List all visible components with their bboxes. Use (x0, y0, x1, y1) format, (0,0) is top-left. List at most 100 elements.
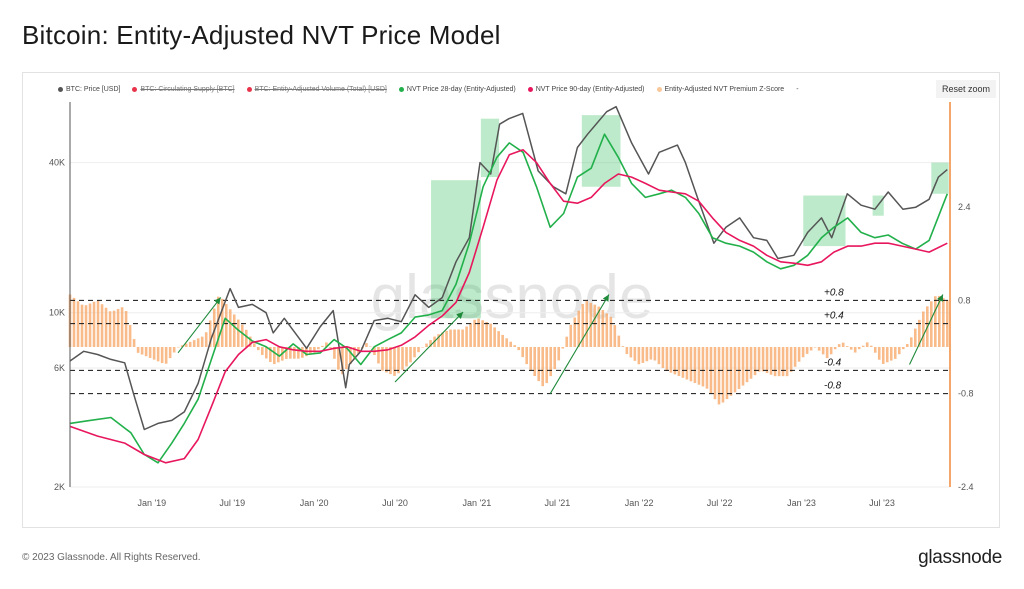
zscore-bar (841, 342, 845, 347)
zscore-bar (693, 347, 697, 384)
zscore-bar (701, 347, 705, 387)
x-tick-label: Jul '21 (544, 498, 570, 508)
zscore-bar (553, 347, 557, 370)
zscore-bar (593, 304, 597, 347)
zscore-bar (421, 347, 424, 348)
zscore-bar (301, 347, 304, 358)
zscore-bar (641, 347, 645, 363)
x-tick-label: Jul '22 (707, 498, 733, 508)
zscore-bar (84, 305, 88, 347)
legend-item[interactable]: BTC: Entity-Adjusted Volume (Total) [USD… (246, 86, 387, 93)
legend-item[interactable]: BTC: Price [USD] (58, 86, 120, 93)
zscore-bar (621, 346, 625, 347)
x-tick-label: Jan '23 (787, 498, 816, 508)
zscore-bar (938, 295, 941, 347)
zscore-bar (817, 347, 821, 351)
zscore-bar (853, 347, 857, 353)
zscore-bar (934, 296, 937, 347)
zscore-bar (605, 313, 609, 347)
y-right-tick-label: -0.8 (958, 389, 974, 399)
zscore-bar (505, 338, 508, 347)
zscore-bar (745, 347, 749, 383)
zscore-bar (264, 347, 268, 359)
trend-arrow (909, 294, 944, 365)
legend-dot-icon (246, 86, 252, 92)
zscore-bar (893, 347, 897, 359)
zscore-bar (325, 342, 328, 347)
zscore-bar (581, 303, 585, 347)
zscore-bar (485, 321, 488, 347)
zscore-bar (845, 346, 849, 347)
trend-arrow (177, 297, 222, 354)
zscore-bar (365, 343, 368, 347)
zscore-bar (80, 304, 84, 347)
legend-label: BTC: Price [USD] (66, 85, 121, 93)
zscore-bar (252, 343, 256, 347)
zscore-bar (369, 346, 372, 348)
zscore-bar (200, 336, 204, 347)
legend-dot-icon (656, 86, 662, 92)
nvt90-line[interactable] (69, 149, 948, 464)
zscore-bar (649, 347, 653, 360)
legend-item[interactable]: NVT Price 28-day (Entity-Adjusted) (398, 86, 516, 93)
legend-item[interactable]: BTC: Circulating Supply [BTC] (132, 86, 235, 93)
zscore-bar (393, 347, 396, 376)
y-right-tick-label: 2.4 (958, 202, 971, 212)
zscore-bar (805, 347, 809, 354)
zscore-bar (821, 347, 825, 355)
zscore-bar (913, 328, 917, 347)
zscore-bar (180, 345, 184, 347)
zscore-bar (761, 347, 765, 372)
x-tick-label: Jan '21 (462, 498, 491, 508)
x-tick-label: Jan '20 (300, 498, 329, 508)
zscore-bar (529, 347, 532, 371)
zscore-bar (285, 347, 288, 359)
zscore-bar (481, 320, 484, 347)
threshold-label: +0.8 (824, 287, 844, 298)
legend-dot-icon (132, 86, 138, 92)
zscore-bar (297, 347, 300, 359)
zscore-bar (453, 329, 456, 347)
zscore-bar (573, 317, 577, 347)
reset-zoom-button[interactable]: Reset zoom (936, 80, 996, 98)
zscore-bar (930, 301, 933, 347)
nvt28-line[interactable] (69, 133, 949, 464)
zscore-bar (942, 298, 945, 347)
zscore-bar (76, 301, 80, 347)
zscore-bar (769, 347, 773, 375)
zscore-bar (208, 320, 212, 347)
zscore-bar (152, 347, 156, 360)
zscore-bar (773, 347, 777, 377)
legend-item[interactable]: Entity-Adjusted NVT Premium Z-Score (656, 86, 784, 93)
price-line[interactable] (69, 105, 948, 431)
y-left-tick-label: 2K (54, 482, 65, 492)
zscore-bar (389, 347, 392, 375)
zscore-bar (733, 347, 737, 393)
zscore-bar (533, 347, 537, 377)
zscore-bar (713, 347, 717, 400)
y-right-tick-label: 0.8 (958, 295, 971, 305)
zscore-bar (537, 347, 541, 382)
zscore-bar (861, 345, 865, 347)
legend-item[interactable]: - (796, 86, 798, 93)
zscore-bar (757, 347, 761, 372)
zscore-bar (465, 326, 468, 347)
page-title: Bitcoin: Entity-Adjusted NVT Price Model (22, 20, 501, 50)
zscore-bar (489, 323, 492, 347)
zscore-bar (441, 332, 444, 347)
zscore-bar (345, 347, 348, 370)
zscore-bar (341, 347, 344, 375)
zscore-bar (777, 347, 781, 377)
legend-item[interactable]: NVT Price 90-day (Entity-Adjusted) (527, 86, 645, 93)
zscore-bar (793, 347, 797, 367)
zscore-bar (677, 347, 681, 377)
zscore-bar (413, 347, 416, 358)
zscore-bar (184, 343, 188, 347)
zscore-bar (825, 347, 829, 359)
zscore-bar (833, 347, 837, 350)
zscore-bar (112, 310, 116, 347)
zscore-bar (349, 347, 352, 364)
zscore-bar (669, 347, 673, 373)
x-tick-label: Jan '22 (625, 498, 654, 508)
